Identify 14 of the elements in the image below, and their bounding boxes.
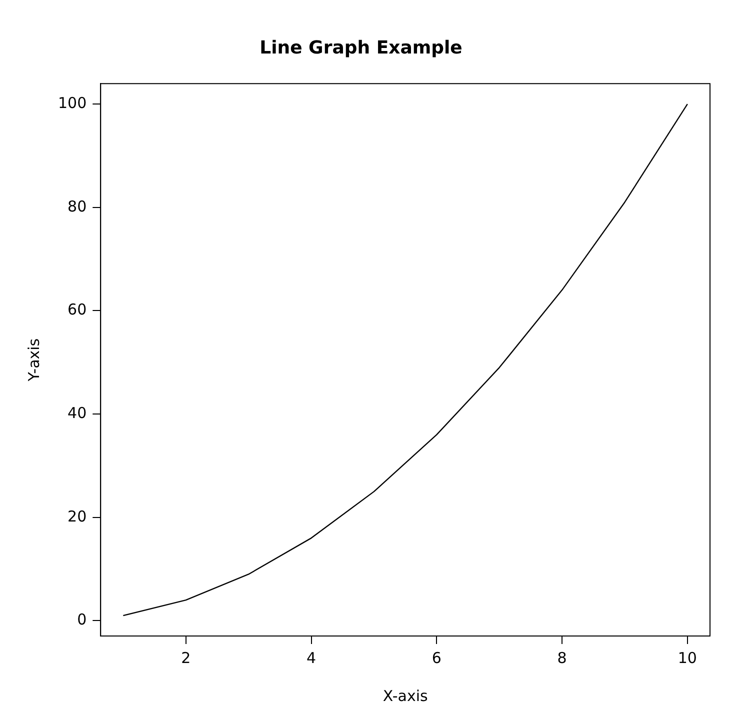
- x-tick-label: 10: [678, 648, 697, 667]
- y-axis-title: Y-axis: [24, 338, 43, 382]
- x-tick-label: 8: [557, 648, 567, 667]
- x-tick-label: 6: [432, 648, 442, 667]
- chart-title: Line Graph Example: [260, 37, 462, 58]
- x-tick-label: 4: [306, 648, 316, 667]
- y-tick-label: 0: [77, 610, 87, 629]
- y-tick-label: 100: [58, 94, 87, 112]
- x-tick-label: 2: [181, 648, 191, 667]
- x-axis-title: X-axis: [382, 686, 428, 705]
- y-tick-label: 40: [68, 404, 87, 422]
- y-tick-label: 20: [68, 507, 87, 526]
- y-tick-label: 80: [68, 197, 87, 216]
- y-tick-label: 60: [68, 300, 87, 319]
